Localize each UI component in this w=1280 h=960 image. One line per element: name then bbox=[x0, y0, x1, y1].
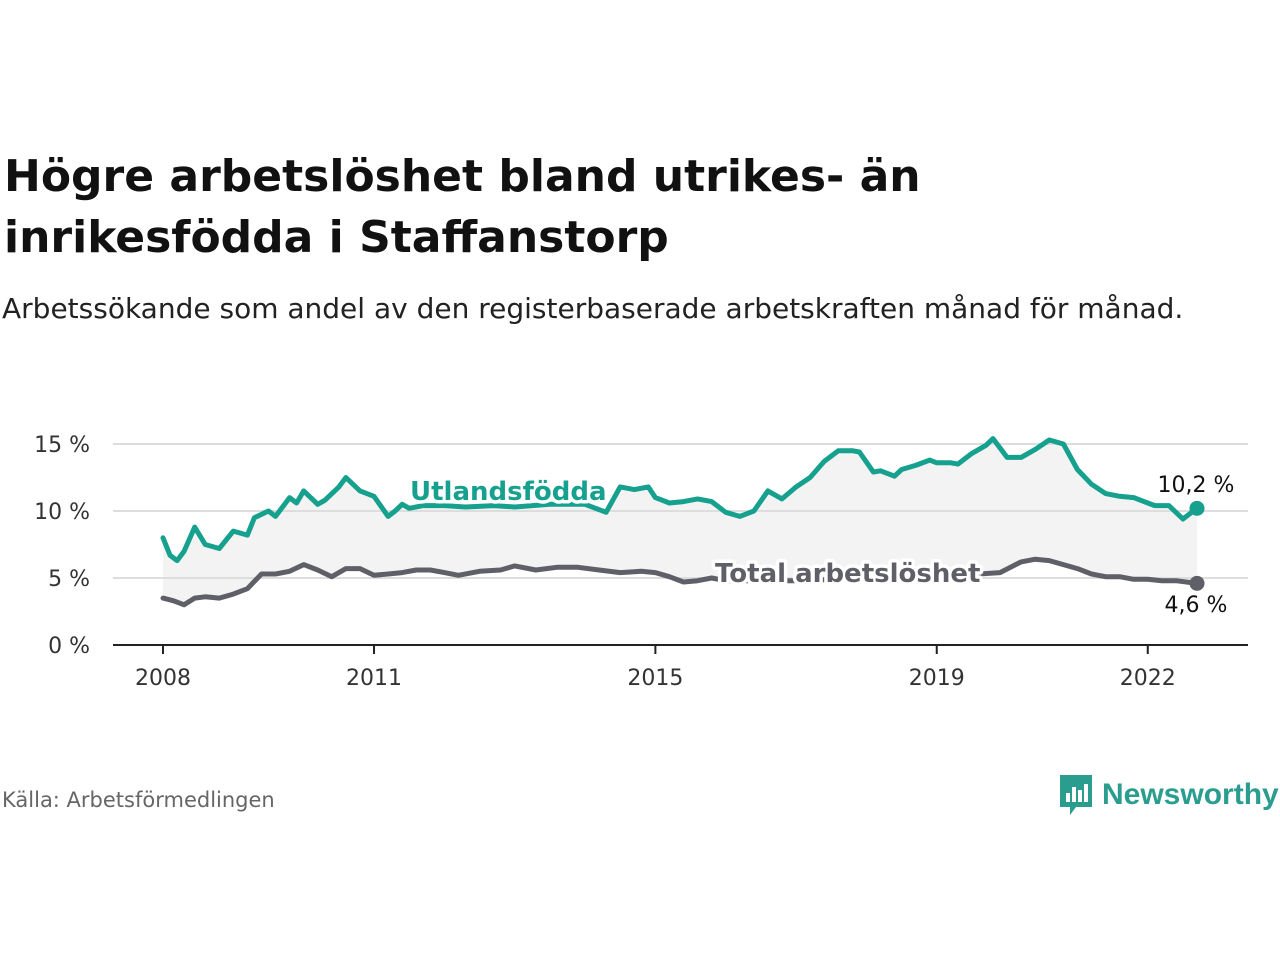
x-tick-label: 2008 bbox=[135, 666, 191, 691]
series-label-utlandsfodda: Utlandsfödda bbox=[410, 477, 607, 507]
chart-title: Högre arbetslöshet bland utrikes- än inr… bbox=[4, 151, 921, 263]
newsworthy-logo-icon bbox=[1060, 775, 1092, 815]
source-note: Källa: Arbetsförmedlingen bbox=[2, 788, 275, 812]
x-tick-label: 2011 bbox=[346, 666, 402, 691]
x-tick-label: 2022 bbox=[1120, 666, 1176, 691]
y-tick-label: 0 % bbox=[48, 634, 90, 659]
chart-subtitle: Arbetssökande som andel av den registerb… bbox=[2, 292, 1184, 325]
gap-area bbox=[163, 438, 1197, 605]
end-point-utlandsfodda bbox=[1189, 500, 1205, 516]
x-tick-label: 2015 bbox=[627, 666, 683, 691]
end-label-total: 4,6 % bbox=[1165, 593, 1228, 618]
series-label-total: Total arbetslöshet bbox=[715, 559, 980, 589]
y-tick-label: 15 % bbox=[34, 433, 90, 458]
label-layer: Utlandsfödda Total arbetslöshet 10,2 % 4,6 … bbox=[407, 473, 1235, 618]
brand-name: Newsworthy bbox=[1102, 778, 1279, 811]
series-line-total bbox=[160, 556, 1200, 608]
area-layer bbox=[163, 438, 1197, 605]
end-label-utlandsfodda: 10,2 % bbox=[1158, 473, 1235, 498]
series-layer bbox=[160, 436, 1205, 608]
y-tick-label: 10 % bbox=[34, 500, 90, 525]
series-line-utlandsfodda bbox=[160, 436, 1200, 564]
x-tick-label: 2019 bbox=[909, 666, 965, 691]
axis-layer: 0 % 5 % 10 % 15 % 2008 2011 2015 2019 2022 bbox=[34, 433, 1248, 691]
newsworthy-logo: Newsworthy bbox=[1058, 773, 1279, 817]
y-tick-label: 5 % bbox=[48, 567, 90, 592]
line-chart: 0 % 5 % 10 % 15 % 2008 2011 2015 2019 2022 Utlan… bbox=[34, 433, 1248, 691]
end-point-total bbox=[1189, 575, 1205, 591]
